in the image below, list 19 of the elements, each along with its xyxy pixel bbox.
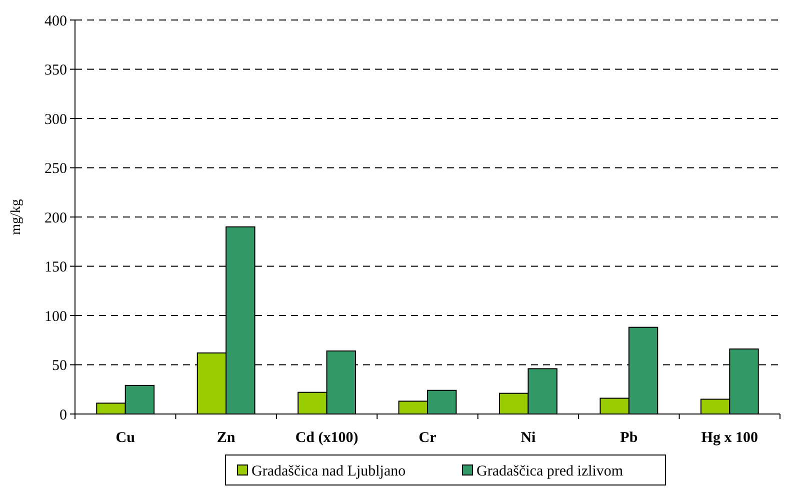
y-axis-title: mg/kg: [9, 199, 24, 235]
y-tick-label: 400: [44, 13, 67, 30]
x-tick-label: Cr: [418, 430, 437, 446]
y-tick-label: 50: [52, 358, 67, 374]
y-tick-label: 150: [44, 260, 67, 276]
x-tick-label: Pb: [620, 430, 638, 446]
y-tick-label: 250: [44, 161, 67, 177]
legend-label: Gradaščica pred izlivom: [476, 463, 624, 480]
y-tick-label: 0: [60, 407, 67, 424]
legend-label: Gradaščica nad Ljubljano: [252, 463, 406, 480]
x-tick-label: Hg x 100: [701, 430, 758, 446]
y-tick-label: 350: [44, 62, 67, 78]
y-tick-label: 100: [44, 308, 67, 325]
x-tick-label: Cu: [116, 430, 135, 446]
x-tick-label: Ni: [520, 430, 536, 446]
x-tick-label: Cd (x100): [295, 430, 358, 446]
x-tick-label: Zn: [216, 430, 236, 446]
y-tick-label: 200: [44, 210, 67, 226]
y-tick-label: 300: [44, 112, 67, 128]
